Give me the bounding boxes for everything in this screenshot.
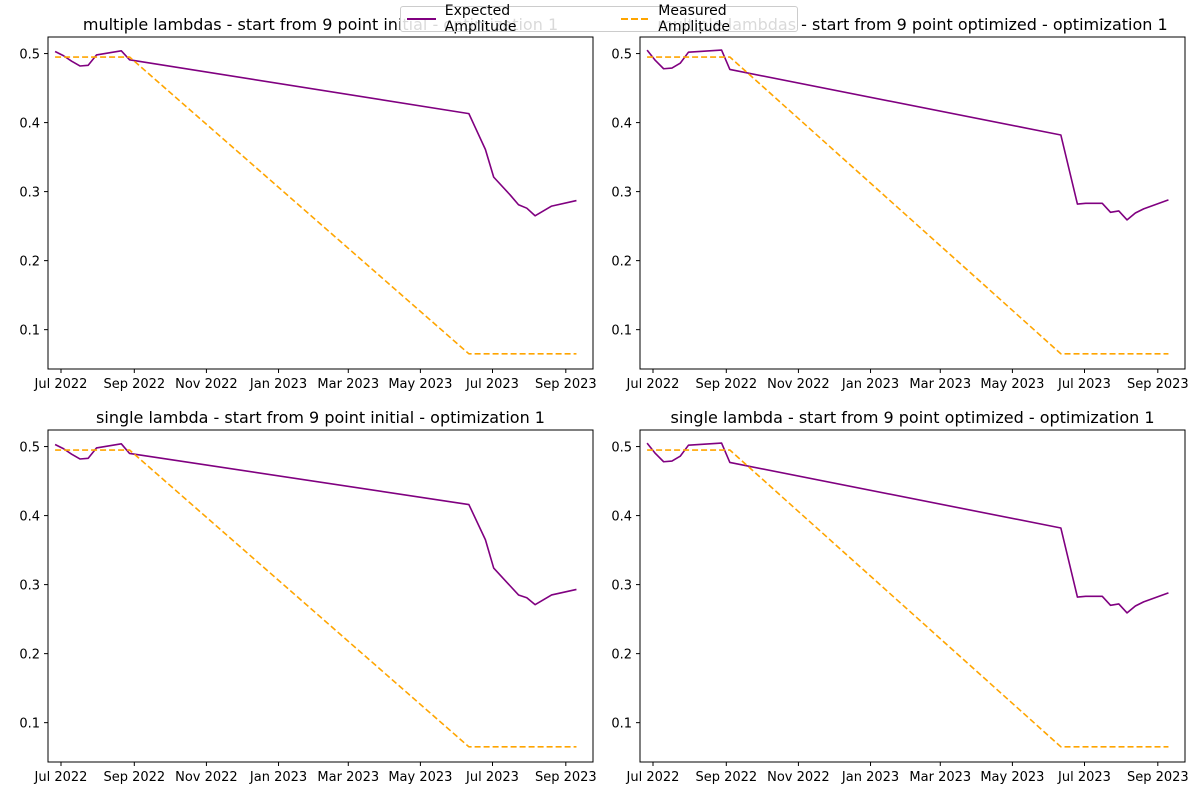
chart-panel: Jul 2022 Sep 2022 Nov 2022 Jan 2023 Mar 2023… [611,408,1188,785]
x-tick-label: Mar 2023 [317,770,379,785]
y-tick-label: 0.2 [19,255,40,270]
x-tick-label: Jul 2023 [465,377,519,392]
x-tick-label: Nov 2022 [175,770,238,785]
y-tick-label: 0.3 [19,186,40,201]
y-tick-label: 0.4 [611,510,632,525]
measured-amplitude-line [647,56,1169,355]
x-tick-label: Sep 2022 [103,770,165,785]
y-tick-label: 0.3 [611,579,632,594]
legend-label-measured: Measured Amplitude [658,3,731,35]
x-tick-label: Mar 2023 [317,377,379,392]
measured-amplitude-line [55,449,577,748]
chart-title: single lambda - start from 9 point initi… [96,408,545,427]
y-tick-label: 0.1 [19,324,40,339]
x-tick-label: Jul 2022 [626,377,680,392]
x-tick-label: Jul 2023 [1057,377,1111,392]
expected-amplitude-line [646,442,1169,614]
x-tick-label: Sep 2022 [103,377,165,392]
y-tick-label: 0.5 [611,441,632,456]
expected-amplitude-line [54,49,577,217]
legend-label-expected: Expected Amplitude [444,3,517,35]
y-tick-label: 0.1 [611,717,632,732]
legend-item-expected: Expected Amplitude [407,3,581,35]
chart-panel: Jul 2022 Sep 2022 Nov 2022 Jan 2023 Mar 2023… [611,15,1188,392]
chart-panel: Jul 2022 Sep 2022 Nov 2022 Jan 2023 Mar 2023… [19,15,596,392]
expected-amplitude-line [54,442,577,606]
y-tick-label: 0.2 [611,648,632,663]
x-tick-label: Sep 2023 [535,770,597,785]
y-tick-label: 0.2 [19,648,40,663]
x-tick-label: Jul 2023 [465,770,519,785]
chart-panel: Jul 2022 Sep 2022 Nov 2022 Jan 2023 Mar 2023… [19,408,596,785]
x-tick-label: Mar 2023 [909,377,971,392]
chart-title: single lambda - start from 9 point optim… [670,408,1154,427]
expected-amplitude-line [646,49,1169,221]
x-tick-label: Jul 2022 [34,377,88,392]
x-tick-label: Jul 2022 [34,770,88,785]
y-tick-label: 0.5 [611,48,632,63]
y-tick-label: 0.4 [611,117,632,132]
x-tick-label: Sep 2022 [695,770,757,785]
x-tick-label: Nov 2022 [175,377,238,392]
legend-line-expected [407,18,436,20]
x-tick-label: Nov 2022 [767,770,830,785]
x-tick-label: May 2023 [980,377,1044,392]
x-tick-label: Sep 2022 [695,377,757,392]
y-tick-label: 0.4 [19,510,40,525]
legend-item-measured: Measured Amplitude [620,3,797,35]
y-tick-label: 0.1 [19,717,40,732]
x-tick-label: Jan 2023 [841,377,899,392]
measured-amplitude-line [647,449,1169,748]
x-tick-label: May 2023 [388,770,452,785]
x-tick-label: Sep 2023 [1127,377,1189,392]
plot-frame [47,429,594,763]
y-tick-label: 0.1 [611,324,632,339]
x-tick-label: May 2023 [388,377,452,392]
x-tick-label: Jan 2023 [841,770,899,785]
x-tick-label: May 2023 [980,770,1044,785]
x-tick-label: Jul 2022 [626,770,680,785]
legend-line-measured [620,18,650,20]
x-tick-label: Jan 2023 [249,377,307,392]
x-tick-label: Mar 2023 [909,770,971,785]
x-tick-label: Nov 2022 [767,377,830,392]
y-tick-label: 0.5 [19,441,40,456]
x-tick-label: Jan 2023 [249,770,307,785]
legend: Expected Amplitude Measured Amplitude [400,3,798,35]
measured-amplitude-line [55,56,577,355]
plot-frame [47,36,594,370]
plot-frame [639,36,1186,370]
y-tick-label: 0.2 [611,255,632,270]
x-tick-label: Sep 2023 [1127,770,1189,785]
y-tick-label: 0.3 [611,186,632,201]
y-tick-label: 0.3 [19,579,40,594]
x-tick-label: Jul 2023 [1057,770,1111,785]
plot-frame [639,429,1186,763]
y-tick-label: 0.5 [19,48,40,63]
y-tick-label: 0.4 [19,117,40,132]
x-tick-label: Sep 2023 [535,377,597,392]
